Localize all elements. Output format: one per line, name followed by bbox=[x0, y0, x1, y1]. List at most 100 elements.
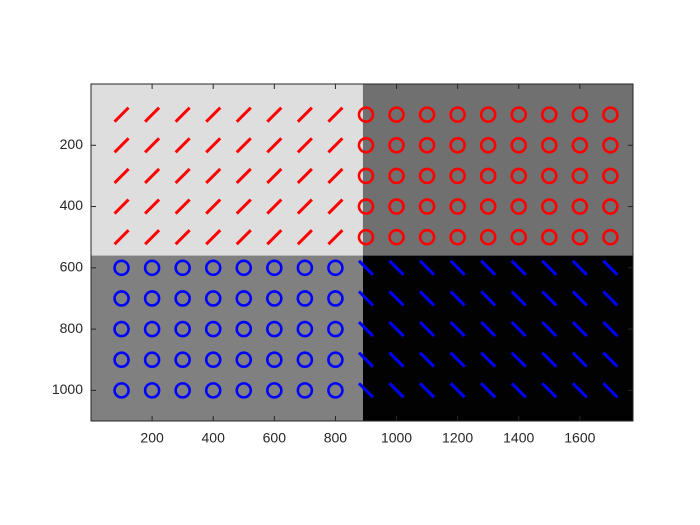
marker-slash bbox=[266, 137, 283, 154]
marker-circle bbox=[602, 167, 619, 185]
marker-circle bbox=[418, 167, 436, 185]
image-region bbox=[91, 255, 363, 421]
marker-slash bbox=[235, 229, 252, 246]
marker-circle bbox=[510, 167, 528, 185]
marker-circle bbox=[357, 228, 375, 246]
marker-circle bbox=[571, 167, 589, 185]
marker-slash bbox=[144, 198, 161, 215]
marker-backslash bbox=[449, 290, 466, 307]
marker-circle bbox=[540, 167, 558, 185]
marker-circle bbox=[357, 167, 375, 185]
marker-slash bbox=[327, 229, 344, 246]
marker-backslash bbox=[571, 351, 588, 368]
marker-circle bbox=[418, 106, 436, 123]
marker-backslash bbox=[541, 382, 558, 399]
marker-slash bbox=[205, 198, 222, 215]
marker-backslash bbox=[571, 382, 588, 399]
marker-circle bbox=[327, 290, 344, 307]
marker-circle bbox=[602, 198, 619, 215]
marker-slash bbox=[296, 106, 313, 123]
marker-backslash bbox=[541, 321, 558, 338]
marker-backslash bbox=[388, 259, 405, 276]
marker-slash bbox=[296, 229, 313, 246]
marker-backslash bbox=[388, 351, 405, 368]
marker-circle bbox=[388, 167, 405, 185]
marker-slash bbox=[174, 229, 191, 246]
marker-circle bbox=[266, 259, 283, 277]
marker-circle bbox=[296, 320, 314, 338]
marker-circle bbox=[296, 259, 314, 277]
marker-circle bbox=[143, 290, 161, 307]
marker-circle bbox=[418, 228, 436, 246]
marker-circle bbox=[479, 106, 497, 123]
marker-slash bbox=[235, 167, 252, 184]
marker-circle bbox=[571, 106, 589, 123]
marker-backslash bbox=[541, 259, 558, 276]
marker-circle bbox=[204, 290, 222, 307]
marker-slash bbox=[174, 137, 191, 154]
marker-backslash bbox=[357, 382, 375, 399]
marker-circle bbox=[113, 351, 130, 369]
y-tick-label: 600 bbox=[60, 259, 84, 275]
marker-circle bbox=[296, 290, 314, 307]
marker-backslash bbox=[480, 259, 497, 276]
marker-slash bbox=[296, 167, 313, 184]
marker-backslash bbox=[510, 351, 527, 368]
marker-slash bbox=[266, 106, 283, 123]
marker-backslash bbox=[541, 290, 558, 307]
marker-slash bbox=[327, 106, 344, 123]
marker-circle bbox=[479, 167, 497, 185]
marker-backslash bbox=[571, 290, 588, 307]
marker-circle bbox=[449, 228, 466, 246]
marker-circle bbox=[143, 320, 161, 338]
marker-circle bbox=[296, 351, 314, 369]
marker-backslash bbox=[449, 321, 466, 338]
marker-circle bbox=[540, 228, 558, 246]
marker-circle bbox=[143, 351, 161, 369]
image-region bbox=[362, 84, 633, 256]
marker-slash bbox=[327, 167, 344, 184]
marker-backslash bbox=[357, 321, 375, 338]
marker-circle bbox=[174, 320, 191, 338]
marker-circle bbox=[113, 320, 130, 338]
marker-backslash bbox=[419, 321, 436, 338]
marker-circle bbox=[266, 320, 283, 338]
marker-backslash bbox=[541, 351, 558, 368]
marker-circle bbox=[235, 259, 253, 277]
marker-slash bbox=[144, 167, 161, 184]
marker-slash bbox=[296, 137, 313, 154]
marker-circle bbox=[327, 320, 344, 338]
marker-circle bbox=[296, 382, 314, 399]
marker-slash bbox=[144, 106, 161, 123]
y-tick-label: 800 bbox=[60, 320, 84, 336]
marker-circle bbox=[143, 382, 161, 399]
marker-slash bbox=[266, 198, 283, 215]
marker-circle bbox=[327, 382, 344, 399]
marker-backslash bbox=[571, 259, 588, 276]
marker-backslash bbox=[357, 351, 375, 368]
marker-circle bbox=[357, 106, 375, 123]
marker-circle bbox=[113, 382, 130, 399]
marker-circle bbox=[449, 106, 466, 123]
marker-circle bbox=[418, 136, 436, 154]
marker-circle bbox=[479, 198, 497, 215]
marker-backslash bbox=[602, 382, 619, 399]
marker-circle bbox=[388, 136, 405, 154]
marker-circle bbox=[602, 136, 619, 154]
marker-slash bbox=[174, 198, 191, 215]
marker-slash bbox=[205, 229, 222, 246]
marker-slash bbox=[113, 167, 130, 184]
marker-circle bbox=[204, 382, 222, 399]
marker-circle bbox=[235, 382, 253, 399]
marker-backslash bbox=[510, 321, 527, 338]
marker-slash bbox=[266, 229, 283, 246]
marker-circle bbox=[266, 382, 283, 399]
marker-circle bbox=[449, 136, 466, 154]
x-tick-label: 600 bbox=[263, 430, 287, 446]
marker-slash bbox=[113, 106, 130, 123]
marker-circle bbox=[510, 106, 528, 123]
marker-circle bbox=[143, 259, 161, 277]
marker-circle bbox=[388, 106, 405, 123]
marker-circle bbox=[266, 290, 283, 307]
